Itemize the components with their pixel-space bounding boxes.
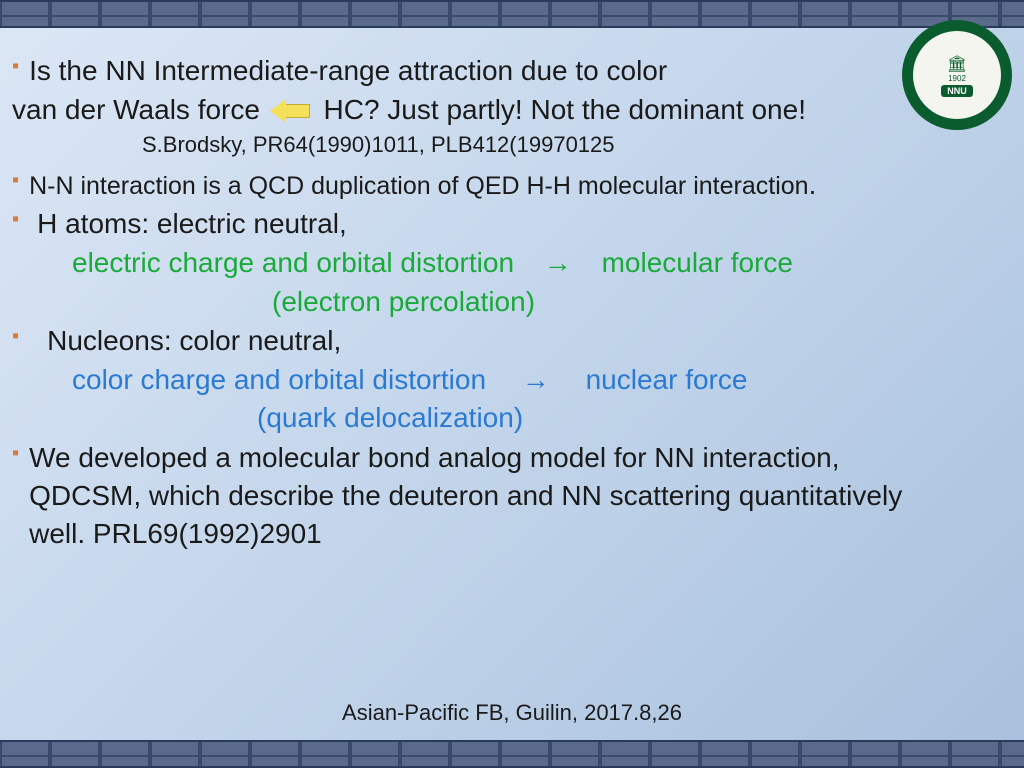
reference-1: S.Brodsky, PR64(1990)1011, PLB412(199701… <box>12 130 1012 161</box>
line-1: Is the NN Intermediate-range attraction … <box>29 52 667 90</box>
line-2a: van der Waals force <box>12 94 260 125</box>
line-7: Nucleons: color neutral, <box>29 322 341 360</box>
line-10: We developed a molecular bond analog mod… <box>29 439 949 552</box>
line-4: H atoms: electric neutral, <box>29 205 347 243</box>
bullet-icon: ▪ <box>12 52 19 80</box>
line-3-dot: . <box>809 169 817 200</box>
line-6: (electron percolation) <box>12 283 1012 321</box>
line-9: (quark delocalization) <box>12 399 1012 437</box>
bottom-border <box>0 740 1024 768</box>
bullet-icon: ▪ <box>12 439 19 467</box>
line-5a: electric charge and orbital distortion <box>72 247 514 278</box>
footer-text: Asian-Pacific FB, Guilin, 2017.8,26 <box>0 700 1024 726</box>
top-border <box>0 0 1024 28</box>
slide-content: ▪ Is the NN Intermediate-range attractio… <box>12 52 1012 554</box>
bullet-icon: ▪ <box>12 166 19 194</box>
line-8b: nuclear force <box>586 364 748 395</box>
line-2b: HC? Just partly! Not the dominant one! <box>324 94 806 125</box>
bullet-icon: ▪ <box>12 205 19 233</box>
line-5b: molecular force <box>602 247 793 278</box>
arrow-right-icon: → <box>522 364 550 395</box>
line-8a: color charge and orbital distortion <box>72 364 486 395</box>
line-3: N-N interaction is a QCD duplication of … <box>29 172 808 200</box>
arrow-right-icon: → <box>544 247 572 278</box>
arrow-left-icon <box>272 100 312 122</box>
bullet-icon: ▪ <box>12 322 19 350</box>
